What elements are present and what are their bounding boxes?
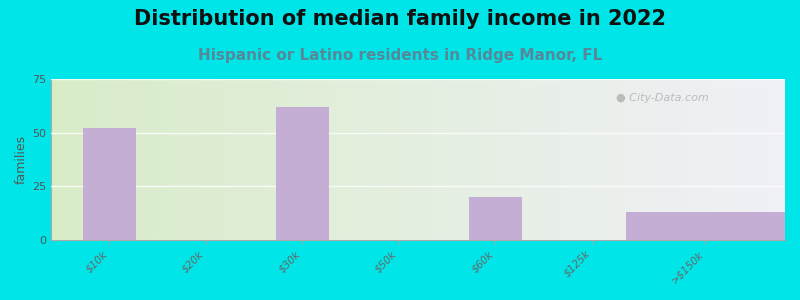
Bar xyxy=(301,79,315,240)
Bar xyxy=(550,79,565,240)
Bar xyxy=(82,128,136,240)
Text: Hispanic or Latino residents in Ridge Manor, FL: Hispanic or Latino residents in Ridge Ma… xyxy=(198,48,602,63)
Bar xyxy=(257,79,271,240)
Bar xyxy=(139,79,154,240)
Bar xyxy=(418,79,433,240)
Bar xyxy=(433,79,447,240)
Bar xyxy=(66,79,81,240)
Bar xyxy=(110,79,125,240)
Bar xyxy=(345,79,359,240)
Bar xyxy=(491,79,506,240)
Bar xyxy=(271,79,286,240)
Bar xyxy=(535,79,550,240)
Bar xyxy=(374,79,389,240)
Bar xyxy=(594,79,609,240)
Bar xyxy=(469,197,522,240)
Bar xyxy=(276,107,329,240)
Text: Distribution of median family income in 2022: Distribution of median family income in … xyxy=(134,9,666,29)
Bar xyxy=(626,212,785,240)
Bar xyxy=(403,79,418,240)
Bar xyxy=(242,79,257,240)
Bar xyxy=(682,79,697,240)
Bar xyxy=(95,79,110,240)
Bar xyxy=(726,79,741,240)
Text: ● City-Data.com: ● City-Data.com xyxy=(616,93,709,103)
Bar xyxy=(330,79,345,240)
Bar xyxy=(770,79,785,240)
Bar xyxy=(667,79,682,240)
Bar xyxy=(125,79,139,240)
Y-axis label: families: families xyxy=(15,135,28,184)
Bar xyxy=(756,79,770,240)
Bar xyxy=(213,79,227,240)
Bar xyxy=(447,79,462,240)
Bar xyxy=(227,79,242,240)
Bar xyxy=(51,79,66,240)
Bar xyxy=(638,79,653,240)
Bar xyxy=(359,79,374,240)
Bar xyxy=(477,79,491,240)
Bar xyxy=(169,79,183,240)
Bar xyxy=(623,79,638,240)
Bar xyxy=(579,79,594,240)
Bar xyxy=(462,79,477,240)
Bar xyxy=(389,79,403,240)
Bar xyxy=(741,79,756,240)
Bar xyxy=(697,79,712,240)
Bar xyxy=(198,79,213,240)
Bar xyxy=(286,79,301,240)
Bar xyxy=(565,79,579,240)
Bar xyxy=(653,79,667,240)
Bar xyxy=(506,79,521,240)
Bar xyxy=(81,79,95,240)
Bar xyxy=(154,79,169,240)
Bar xyxy=(315,79,330,240)
Bar xyxy=(712,79,726,240)
Bar xyxy=(609,79,623,240)
Bar xyxy=(521,79,535,240)
Bar xyxy=(183,79,198,240)
